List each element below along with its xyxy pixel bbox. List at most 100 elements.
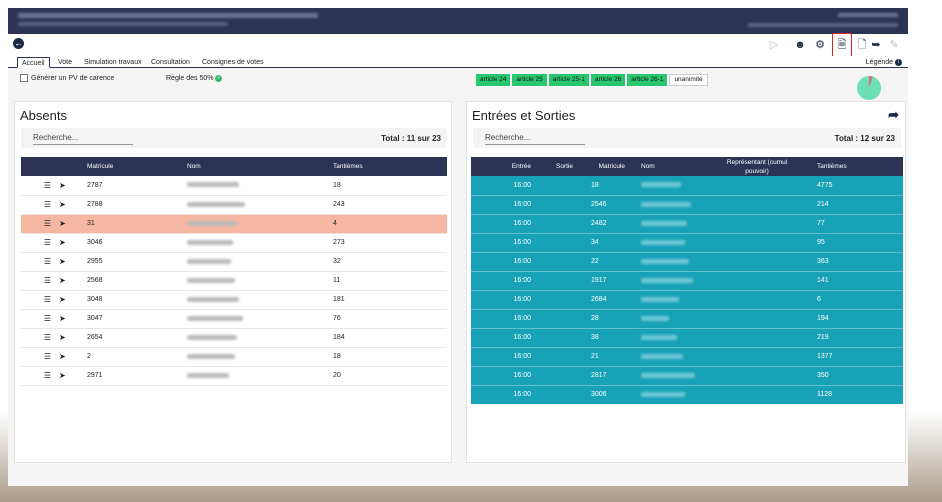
table-row[interactable]: ☰ ➤ 2955 32	[21, 252, 447, 271]
tantiemes-cell: 1128	[817, 391, 833, 398]
tantiemes-cell: 20	[333, 372, 341, 379]
entree-cell: 16:00	[513, 277, 531, 284]
menu-icon[interactable]: ☰	[43, 257, 51, 266]
col-action	[55, 157, 83, 176]
share-arrow-icon[interactable]: ➦	[888, 107, 899, 122]
article-26-button[interactable]: article 26	[590, 74, 626, 86]
table-row[interactable]: ☰ ➤ 31 4	[21, 214, 447, 233]
menu-icon[interactable]: ☰	[43, 371, 51, 380]
sign-in-icon[interactable]: ➤	[59, 238, 66, 247]
matricule-cell: 2817	[591, 372, 607, 379]
entrees-sorties-panel: Entrées et Sorties ➦ Total : 12 sur 23 E…	[466, 101, 906, 463]
table-row[interactable]: ☰ ➤ 2787 18	[21, 176, 447, 195]
table-row[interactable]: 16:00 28 194	[471, 309, 903, 328]
unanimite-button[interactable]: unanimité	[669, 74, 708, 86]
entree-cell: 16:00	[513, 372, 531, 379]
table-row[interactable]: 16:00 34 95	[471, 233, 903, 252]
table-row[interactable]: ☰ ➤ 3048 181	[21, 290, 447, 309]
check-circle-icon: ✓	[215, 74, 223, 82]
sortie-cell	[535, 328, 577, 347]
entree-cell: 16:00	[513, 353, 531, 360]
menu-icon[interactable]: ☰	[43, 276, 51, 285]
table-row[interactable]: ☰ ➤ 3047 76	[21, 309, 447, 328]
absents-search-input[interactable]	[33, 131, 133, 145]
sign-in-icon[interactable]: ➤	[59, 333, 66, 342]
pv-carence-checkbox[interactable]	[20, 74, 28, 83]
sortie-cell	[535, 385, 577, 404]
entrees-total: Total : 12 sur 23	[834, 134, 895, 143]
matricule-cell: 18	[591, 181, 599, 189]
info-icon: i	[895, 58, 902, 66]
table-row[interactable]: 16:00 38 219	[471, 328, 903, 347]
file-export-icon[interactable]: ➥	[871, 39, 881, 51]
sign-in-icon[interactable]: ➤	[59, 314, 66, 323]
users-icon[interactable]: ☻	[794, 39, 806, 51]
article-25-1-button[interactable]: article 25-1	[548, 74, 589, 86]
menu-icon[interactable]: ☰	[43, 238, 51, 247]
signature-icon[interactable]: ✎	[889, 39, 899, 51]
tantiemes-cell: 18	[333, 353, 341, 360]
table-row[interactable]: 16:00 3006 1128	[471, 385, 903, 404]
tantiemes-cell: 184	[333, 334, 345, 341]
table-row[interactable]: ☰ ➤ 2654 184	[21, 328, 447, 347]
table-row[interactable]: ☰ ➤ 2788 243	[21, 195, 447, 214]
article-filters: article 24 article 25 article 25-1 artic…	[476, 74, 710, 86]
entrees-search-input[interactable]	[485, 131, 585, 145]
article-26-1-button[interactable]: article 26-1	[627, 74, 668, 86]
entree-cell: 16:00	[513, 258, 531, 265]
tab-consignes-de-votes[interactable]: Consignes de votes	[202, 59, 264, 66]
menu-icon[interactable]: ☰	[43, 295, 51, 304]
table-row[interactable]: 16:00 1917 141	[471, 271, 903, 290]
table-row[interactable]: ☰ ➤ 2 18	[21, 347, 447, 366]
article-24-button[interactable]: article 24	[476, 74, 511, 86]
sortie-cell	[535, 252, 577, 271]
representant-cell	[717, 366, 797, 385]
back-arrow-icon[interactable]: ←	[13, 38, 24, 49]
tab-simulation-travaux[interactable]: Simulation travaux	[84, 59, 142, 66]
document-icon[interactable]: 🗎	[837, 39, 847, 51]
play-circle-icon[interactable]: ▷	[769, 39, 779, 51]
tab-accueil[interactable]: Accueil	[17, 57, 50, 68]
table-row[interactable]: 16:00 2684 6	[471, 290, 903, 309]
matricule-cell: 2482	[591, 220, 607, 227]
pv-carence-option[interactable]: Générer un PV de carence	[20, 73, 114, 85]
sign-in-icon[interactable]: ➤	[59, 219, 66, 228]
menu-icon[interactable]: ☰	[43, 180, 51, 190]
menu-icon[interactable]: ☰	[43, 200, 51, 209]
sign-in-icon[interactable]: ➤	[59, 276, 66, 285]
menu-icon[interactable]: ☰	[43, 219, 51, 228]
tantiemes-cell: 141	[817, 277, 829, 284]
sign-in-icon[interactable]: ➤	[59, 371, 66, 380]
sign-in-icon[interactable]: ➤	[59, 180, 66, 190]
menu-icon[interactable]: ☰	[43, 352, 51, 361]
col-matricule: Matricule	[87, 163, 114, 170]
table-row[interactable]: 16:00 2817 350	[471, 366, 903, 385]
table-row[interactable]: 16:00 21 1377	[471, 347, 903, 366]
tantiemes-cell: 194	[817, 315, 829, 322]
table-row[interactable]: 16:00 2482 77	[471, 214, 903, 233]
legend-link[interactable]: Légende i	[866, 57, 902, 68]
header-blurred-subtitle	[18, 22, 228, 26]
table-row[interactable]: 16:00 2546 214	[471, 195, 903, 214]
sign-in-icon[interactable]: ➤	[59, 352, 66, 361]
tantiemes-cell: 219	[817, 334, 829, 341]
table-row[interactable]: ☰ ➤ 2568 11	[21, 271, 447, 290]
menu-icon[interactable]: ☰	[43, 314, 51, 323]
tab-vote[interactable]: Vote	[58, 59, 73, 66]
sign-in-icon[interactable]: ➤	[59, 295, 66, 304]
gear-icon[interactable]: ⚙	[815, 39, 825, 51]
sign-in-icon[interactable]: ➤	[59, 257, 66, 266]
representant-cell	[717, 328, 797, 347]
nom-cell	[183, 347, 329, 366]
menu-icon[interactable]: ☰	[43, 333, 51, 342]
table-row[interactable]: 16:00 18 4775	[471, 176, 903, 195]
tab-consultation[interactable]: Consultation	[151, 59, 190, 66]
article-25-button[interactable]: article 25	[512, 74, 547, 86]
table-row[interactable]: ☰ ➤ 3046 273	[21, 233, 447, 252]
nom-cell	[629, 366, 717, 385]
table-row[interactable]: 16:00 22 363	[471, 252, 903, 271]
table-row[interactable]: ☰ ➤ 2971 20	[21, 366, 447, 385]
file-icon[interactable]: 🗋	[857, 39, 867, 51]
tantiemes-cell: 6	[817, 296, 821, 303]
sign-in-icon[interactable]: ➤	[59, 200, 66, 209]
